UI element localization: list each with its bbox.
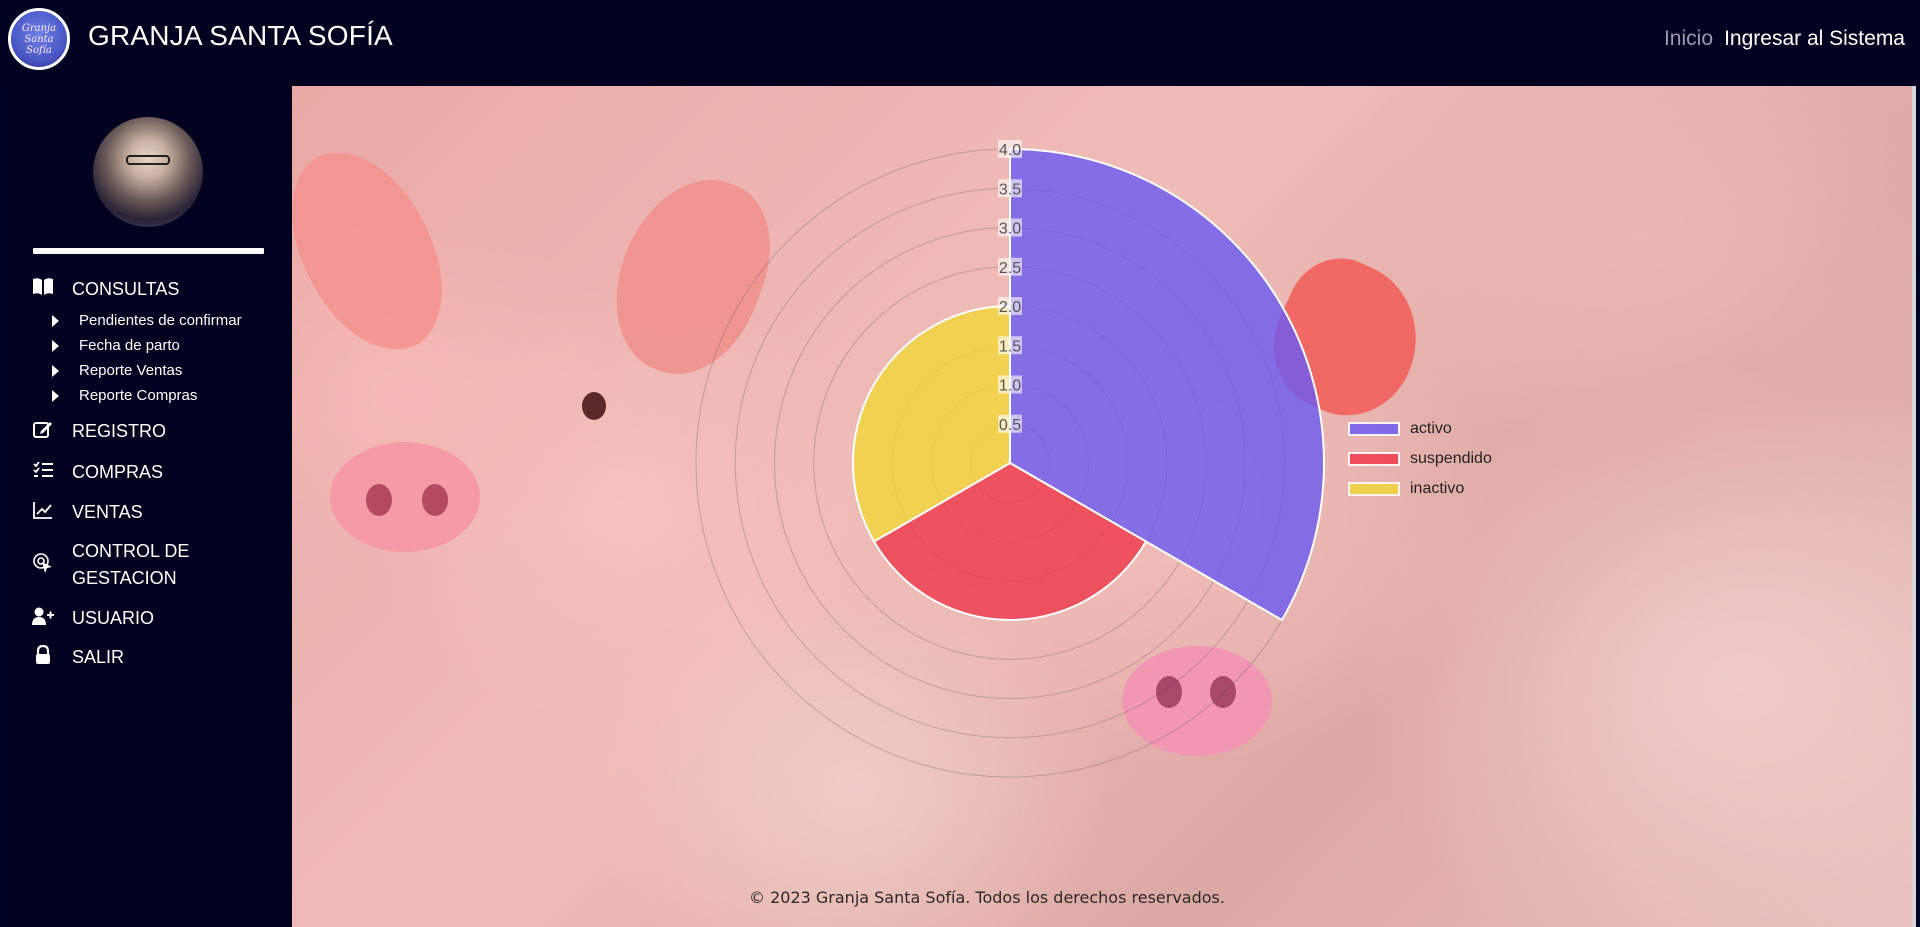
- legend-item-suspendido[interactable]: suspendido: [1348, 450, 1492, 468]
- lock-icon: [32, 644, 54, 666]
- tick-label-bg: [998, 218, 1022, 237]
- main-content: 0.5 1.0 1.5 2.0 2.5 3.0 3.5 4.0 activo suspendid…: [292, 86, 1916, 927]
- sidebar-subitem-label: Pendientes de confirmar: [79, 312, 242, 329]
- sidebar-subitem-reporte-compras[interactable]: Reporte Compras: [52, 387, 197, 404]
- chart-line-icon: [32, 499, 54, 521]
- tick-label: 2.0: [999, 299, 1021, 316]
- footer-copyright: © 2023 Granja Santa Sofía. Todos los der…: [749, 888, 1225, 907]
- top-navbar: Granja Santa Sofía GRANJA SANTA SOFÍA In…: [0, 0, 1920, 86]
- background-pig-snout: [1122, 646, 1272, 756]
- tick-label: 0.5: [999, 417, 1021, 434]
- sidebar-item-label: CONSULTAS: [72, 279, 180, 299]
- sidebar-item-label: CONTROL DE GESTACION: [72, 541, 190, 588]
- polar-area-chart: 0.5 1.0 1.5 2.0 2.5 3.0 3.5 4.0: [695, 140, 1325, 778]
- tick-label-bg: [998, 414, 1022, 433]
- tick-label-bg: [998, 179, 1022, 198]
- tick-label: 3.0: [999, 221, 1021, 238]
- sidebar-item-control-gestacion[interactable]: CONTROL DE GESTACION: [32, 538, 232, 592]
- sidebar-subitem-pendientes[interactable]: Pendientes de confirmar: [52, 312, 242, 329]
- legend-label: activo: [1410, 420, 1452, 437]
- sidebar-subitem-reporte-ventas[interactable]: Reporte Ventas: [52, 362, 182, 379]
- scrollbar[interactable]: [1912, 86, 1916, 927]
- legend-label: suspendido: [1410, 450, 1492, 467]
- background-pig-eye: [582, 392, 606, 420]
- legend-item-inactivo[interactable]: inactivo: [1348, 480, 1464, 498]
- sidebar-item-salir[interactable]: SALIR: [32, 644, 124, 671]
- tick-label-bg: [998, 336, 1022, 355]
- open-book-icon: [32, 276, 54, 298]
- sidebar-subitem-label: Fecha de parto: [79, 337, 180, 354]
- caret-right-icon: [52, 314, 59, 327]
- sidebar-item-ventas[interactable]: VENTAS: [32, 499, 143, 526]
- legend-swatch: [1348, 482, 1400, 496]
- sidebar-item-compras[interactable]: COMPRAS: [32, 459, 163, 486]
- legend-swatch: [1348, 452, 1400, 466]
- background-pig-snout: [330, 442, 480, 552]
- user-avatar: [93, 117, 203, 227]
- sidebar: CONSULTAS Pendientes de confirmar Fecha …: [6, 86, 292, 927]
- logo-text: Granja Santa Sofía: [21, 22, 57, 56]
- sidebar-subitem-fecha-parto[interactable]: Fecha de parto: [52, 337, 180, 354]
- tick-label-bg: [998, 297, 1022, 315]
- app-title[interactable]: GRANJA SANTA SOFÍA: [88, 20, 393, 51]
- sidebar-item-registro[interactable]: REGISTRO: [32, 418, 166, 445]
- chart-slice-inactivo[interactable]: [852, 304, 1011, 543]
- caret-right-icon: [52, 389, 59, 402]
- sidebar-item-label: USUARIO: [72, 608, 155, 628]
- user-plus-icon: [32, 605, 54, 627]
- caret-right-icon: [52, 364, 59, 377]
- tick-label-bg: [998, 257, 1022, 276]
- sidebar-subitem-label: Reporte Compras: [79, 387, 198, 404]
- legend-swatch: [1348, 422, 1400, 436]
- sidebar-divider: [33, 248, 264, 254]
- sidebar-item-label: SALIR: [72, 647, 125, 667]
- tick-label: 4.0: [999, 142, 1021, 159]
- sidebar-item-consultas[interactable]: CONSULTAS: [32, 276, 179, 303]
- nav-link-inicio[interactable]: Inicio: [1663, 27, 1713, 50]
- sidebar-subitem-label: Reporte Ventas: [79, 362, 183, 379]
- tick-label: 1.0: [999, 378, 1021, 395]
- chart-slice-activo[interactable]: [1009, 147, 1325, 622]
- tick-label-bg: [998, 375, 1022, 394]
- checklist-icon: [32, 459, 54, 481]
- tick-label: 3.5: [999, 181, 1021, 198]
- tick-label-bg: [998, 140, 1022, 158]
- legend-label: inactivo: [1410, 480, 1465, 497]
- tick-label: 2.5: [999, 260, 1021, 277]
- tick-label: 1.5: [999, 338, 1021, 355]
- sidebar-item-label: VENTAS: [72, 502, 143, 522]
- legend-item-activo[interactable]: activo: [1348, 420, 1452, 438]
- pointer-click-icon: [32, 552, 54, 574]
- sidebar-item-usuario[interactable]: USUARIO: [32, 605, 154, 632]
- sidebar-item-label: REGISTRO: [72, 421, 167, 441]
- edit-icon: [32, 418, 54, 440]
- caret-right-icon: [52, 339, 59, 352]
- sidebar-item-label: COMPRAS: [72, 462, 164, 482]
- farm-logo[interactable]: Granja Santa Sofía: [8, 8, 70, 70]
- nav-link-ingresar[interactable]: Ingresar al Sistema: [1724, 27, 1905, 50]
